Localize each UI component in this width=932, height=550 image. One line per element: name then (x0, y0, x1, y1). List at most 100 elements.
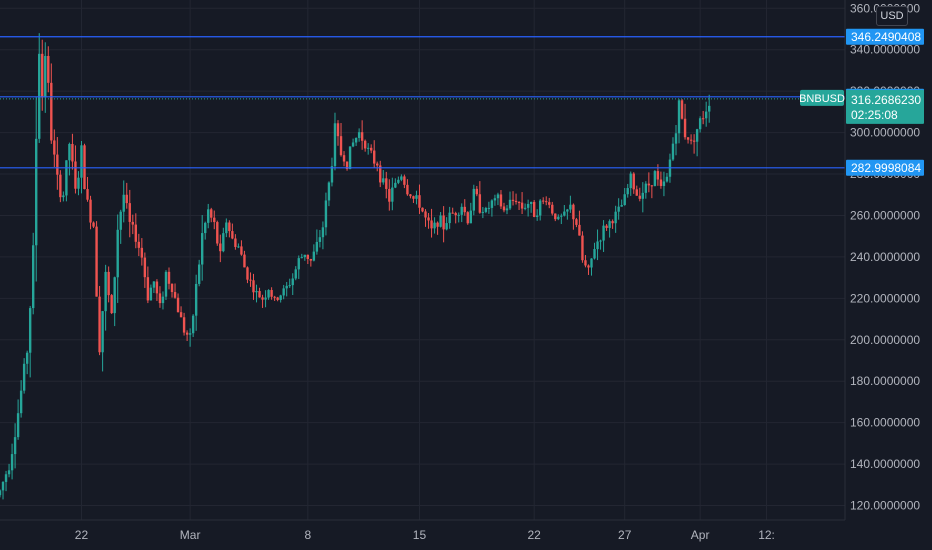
candle-body (551, 204, 554, 214)
level-lines (0, 36, 845, 169)
candle-body (345, 161, 349, 170)
candle-body (385, 178, 388, 189)
candle-body (303, 254, 307, 258)
candle-body (255, 291, 258, 293)
last-price-label: 316.2686230 (851, 93, 921, 107)
candle-body (415, 195, 418, 199)
candle-body (400, 176, 403, 180)
candle-body (662, 181, 666, 186)
candle-body (342, 155, 346, 162)
candle-body (421, 207, 424, 212)
candle-body (638, 195, 641, 199)
currency-badge[interactable]: USD (876, 6, 908, 26)
candle-body (632, 173, 635, 190)
candle-body (484, 208, 488, 212)
candle-body (354, 137, 358, 143)
candle-body (47, 55, 50, 83)
candle-body (44, 55, 47, 98)
candle-body (152, 281, 156, 288)
price-tick-label: 340.0000000 (850, 43, 920, 57)
candle-body (149, 287, 153, 301)
candle-body (475, 188, 479, 195)
candle-body (478, 194, 482, 213)
candle-body (590, 258, 593, 268)
symbol-tag (800, 89, 844, 106)
candle-body (324, 200, 328, 228)
candle-body (511, 199, 515, 201)
candle-body (0, 490, 2, 496)
candle-body (644, 183, 648, 193)
candle-body (620, 205, 623, 207)
candle-body (427, 217, 430, 221)
candle-body (650, 185, 654, 187)
candle-body (225, 222, 228, 234)
candle-body (442, 215, 445, 230)
candle-body (418, 195, 421, 208)
candle-body (125, 194, 128, 204)
candle-body (382, 178, 385, 183)
candle-body (146, 277, 150, 301)
candle-body (686, 137, 690, 140)
candle-body (412, 196, 415, 199)
candle-body (179, 312, 183, 318)
candle-body (122, 194, 125, 212)
candle-body (701, 118, 705, 120)
candle-body (532, 201, 536, 217)
candle-body (514, 200, 518, 203)
candle-body (548, 202, 551, 205)
candle-body (56, 154, 59, 175)
candle-body (50, 82, 53, 141)
candle-body (698, 118, 702, 130)
candle-body (635, 189, 638, 196)
candle-body (80, 145, 83, 178)
candle-body (252, 280, 255, 293)
candle-body (569, 204, 572, 210)
candle-body (707, 105, 711, 112)
candle-body (200, 233, 204, 265)
candle-body (210, 209, 213, 218)
candle-body (191, 315, 195, 334)
candle-body (258, 291, 261, 298)
candle-body (68, 143, 71, 161)
candle-body (167, 271, 171, 284)
candle-body (95, 226, 98, 297)
candle-body (119, 211, 122, 230)
candle-body (13, 437, 17, 455)
symbol-label: BNBUSD (799, 93, 845, 105)
candle-body (194, 283, 198, 316)
candle-body (357, 132, 361, 138)
candle-body (460, 206, 463, 215)
candle-body (273, 296, 276, 298)
candle-body (626, 188, 629, 195)
candle-body (285, 285, 288, 289)
candle-body (98, 296, 101, 353)
time-tick-label: 15 (413, 528, 427, 542)
candle-body (554, 213, 557, 220)
candle-body (572, 204, 575, 220)
candle-body (35, 138, 38, 246)
candle-body (231, 231, 234, 239)
candle-body (665, 176, 669, 182)
time-tick-label: 22 (527, 528, 541, 542)
candle-body (659, 179, 663, 186)
candle-body (155, 281, 159, 294)
candle-body (288, 285, 291, 287)
candle-body (391, 187, 394, 202)
candle-body (161, 296, 165, 304)
candle-body (306, 254, 310, 259)
candle-body (351, 142, 355, 147)
candle-body (204, 222, 207, 234)
time-tick-label: 27 (618, 528, 632, 542)
candle-body (448, 212, 451, 224)
candle-body (339, 136, 343, 156)
time-axis[interactable]: 22 Mar 8 15 22 27 Apr 12: (75, 528, 775, 542)
candle-body (611, 221, 614, 224)
candle-body (291, 278, 294, 286)
candle-body (243, 254, 246, 268)
candle-body (683, 118, 687, 138)
candle-body (173, 292, 177, 298)
candle-body (608, 221, 611, 228)
time-tick-label: Apr (691, 528, 710, 542)
candle-body (264, 297, 267, 300)
